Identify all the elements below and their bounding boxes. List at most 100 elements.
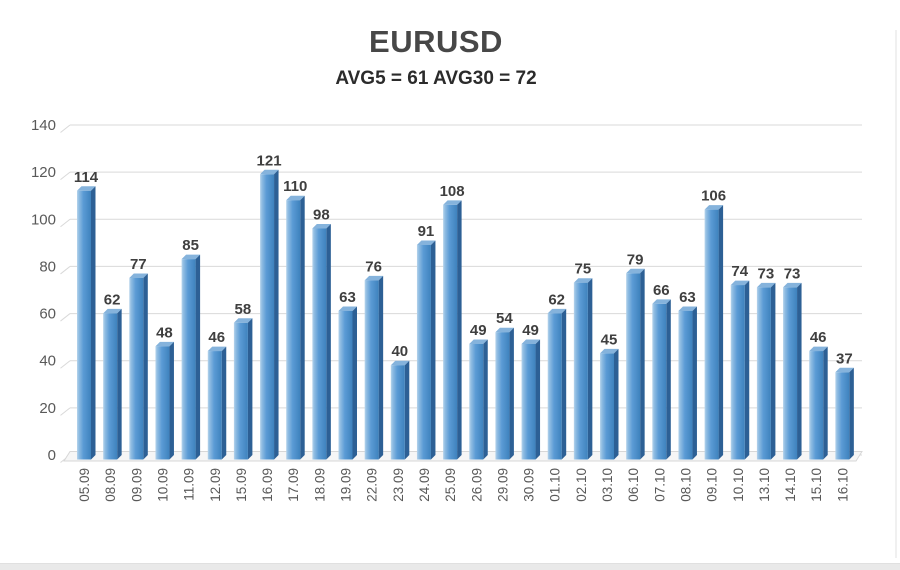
bar-value-label: 73 [784, 265, 801, 282]
bar-side-face [326, 224, 331, 460]
bar-front-face [443, 204, 458, 460]
bar-top-face [678, 306, 697, 311]
bar-side-face [117, 308, 122, 460]
bar-top-face [129, 273, 148, 278]
bar-value-label: 77 [130, 256, 147, 273]
x-axis-tick-label: 24.09 [417, 468, 432, 502]
bar-top-face [155, 341, 174, 347]
bar-top-face [521, 339, 541, 344]
bar [155, 341, 174, 460]
bar-front-face [835, 372, 850, 460]
bar-top-face [233, 318, 253, 323]
bar [233, 318, 253, 460]
bar-top-face [364, 275, 384, 281]
x-axis-tick-label: 26.09 [469, 468, 484, 502]
bar [730, 280, 750, 460]
x-axis-tick-label: 13.10 [757, 468, 772, 502]
bar-value-label: 121 [257, 152, 282, 169]
bar-side-face [457, 200, 462, 460]
bar-side-face [535, 339, 541, 460]
bar-value-label: 76 [365, 258, 382, 275]
bar [835, 367, 854, 460]
x-axis-tick-label: 06.10 [626, 468, 641, 502]
bar-top-face [600, 348, 619, 354]
bar-front-face [469, 344, 484, 460]
gridline-wall-segment [60, 407, 71, 416]
bar-value-label: 75 [575, 261, 592, 278]
bar-front-face [338, 311, 353, 460]
bar [652, 299, 671, 460]
gridline-wall-segment [60, 171, 71, 181]
x-axis-tick-label: 11.09 [182, 468, 197, 501]
bar-side-face [169, 341, 174, 460]
bar-value-label: 85 [182, 237, 199, 254]
bar-front-face [286, 200, 301, 460]
bar-value-label: 54 [496, 310, 513, 327]
bar-value-label: 40 [391, 343, 408, 360]
bar [783, 282, 802, 460]
bar-front-face [77, 190, 91, 460]
right-border [895, 30, 897, 558]
y-axis-tick-label: 40 [39, 353, 56, 370]
bar-front-face [652, 303, 667, 460]
bar-top-face [416, 240, 436, 245]
bar [77, 186, 96, 460]
bar [338, 306, 357, 460]
bar-value-label: 73 [758, 265, 775, 282]
bar-top-face [783, 282, 802, 288]
x-axis-tick-label: 15.10 [809, 468, 824, 502]
bar-top-face [704, 205, 724, 210]
x-axis-tick-label: 08.09 [103, 468, 118, 502]
bar [312, 224, 331, 460]
x-axis-tick-label: 05.09 [77, 468, 92, 502]
bar-side-face [247, 318, 253, 460]
bar-front-face [155, 346, 170, 460]
x-axis-tick-label: 22.09 [365, 468, 380, 502]
gridline-wall-segment [60, 266, 71, 275]
bar-value-label: 108 [440, 183, 465, 200]
bar-front-face [678, 311, 693, 460]
bar [626, 268, 645, 460]
bar-side-face [823, 346, 828, 460]
bar [129, 273, 148, 460]
bar-front-face [260, 174, 275, 460]
bar-top-face [547, 308, 567, 314]
bar-value-label: 106 [701, 188, 726, 205]
bar-value-label: 110 [283, 178, 307, 195]
bar-front-face [495, 332, 510, 460]
bar-top-face [181, 254, 201, 260]
bar-side-face [195, 254, 201, 460]
x-axis-tick-label: 19.09 [339, 468, 354, 502]
bar-front-face [233, 322, 248, 460]
bar-value-label: 74 [731, 263, 748, 280]
bar-top-face [626, 268, 645, 274]
bar [443, 200, 462, 460]
bar-side-face [692, 306, 697, 460]
bar-value-label: 46 [208, 329, 225, 346]
title-block: EURUSD AVG5 = 61 AVG30 = 72 [0, 0, 872, 90]
bar [181, 254, 201, 460]
bar [600, 348, 619, 460]
bar [260, 169, 279, 460]
y-axis-tick-label: 20 [39, 400, 56, 417]
x-axis-tick-label: 14.10 [783, 468, 798, 502]
bar-front-face [573, 282, 588, 460]
bar [547, 308, 567, 460]
chart-title: EURUSD [369, 24, 503, 59]
bar-side-face [666, 299, 671, 460]
bar-side-face [221, 346, 227, 460]
x-axis-tick-label: 09.10 [705, 468, 720, 502]
x-axis-tick-label: 30.09 [522, 468, 537, 502]
x-axis-tick-label: 16.09 [260, 468, 275, 502]
bar-top-face [77, 186, 96, 191]
y-axis-tick-label: 60 [39, 306, 56, 323]
bar-side-face [770, 282, 776, 460]
bar [495, 327, 514, 460]
bar-value-label: 114 [74, 169, 99, 186]
bar-top-face [260, 169, 279, 175]
bar-front-face [129, 278, 144, 460]
x-axis-tick-label: 03.10 [600, 468, 615, 502]
bar-side-face [797, 282, 802, 460]
